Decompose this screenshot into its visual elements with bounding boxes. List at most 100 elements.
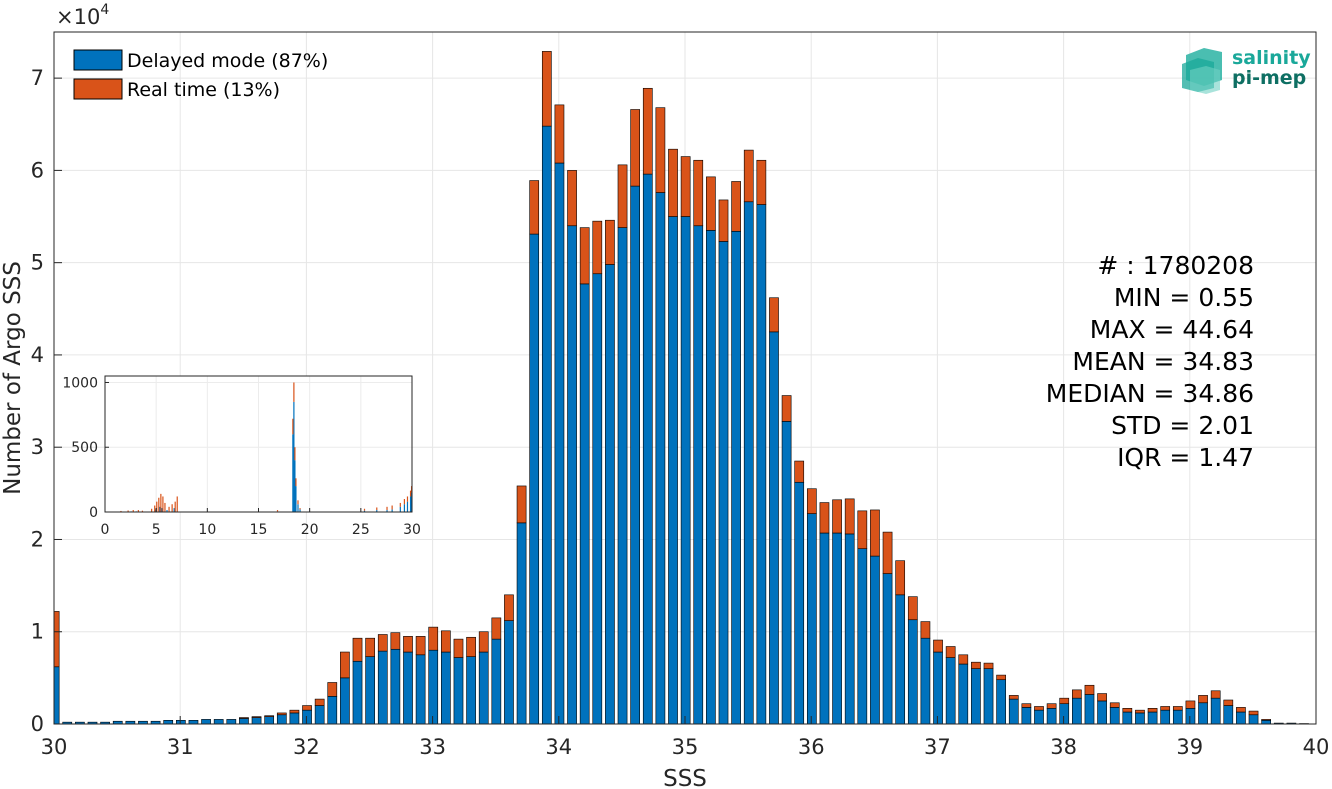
bar-real-time (794, 460, 805, 483)
inset-bar-real-time (162, 496, 164, 512)
bar-real-time (1223, 699, 1234, 706)
inset-x-tick-label: 15 (250, 522, 268, 538)
bar-delayed-mode (504, 620, 514, 725)
bar-delayed-mode (933, 651, 943, 725)
bar-delayed-mode (1059, 703, 1070, 725)
bars (53, 51, 1309, 725)
inset-bar-real-time (141, 510, 144, 512)
bar-real-time (428, 626, 439, 651)
bar-delayed-mode (718, 241, 729, 725)
inset-y-tick-label: 1000 (62, 375, 98, 391)
bar-delayed-mode (1236, 711, 1246, 725)
bar-delayed-mode (529, 233, 540, 725)
inset-bar-real-time (151, 508, 153, 512)
inset-bar-real-time (406, 496, 409, 502)
bar-delayed-mode (971, 668, 981, 725)
bar-delayed-mode (276, 714, 287, 725)
inset-bar-real-time (376, 507, 378, 511)
bar-delayed-mode (945, 657, 956, 725)
x-tick-label: 39 (1176, 735, 1203, 759)
bar-delayed-mode (958, 663, 969, 725)
bar-real-time (1210, 690, 1221, 699)
bar-real-time (996, 674, 1006, 681)
inset-x-tick-label: 30 (403, 522, 421, 538)
bar-real-time (706, 176, 716, 231)
inset-y-tick-label: 0 (89, 505, 98, 521)
x-tick-label: 35 (672, 735, 699, 759)
bar-real-time (415, 636, 426, 656)
bar-delayed-mode (390, 648, 401, 725)
bar-delayed-mode (1072, 697, 1082, 725)
bar-delayed-mode (693, 225, 704, 725)
bar-real-time (731, 181, 741, 232)
inset-bar-real-time (297, 500, 299, 505)
bar-real-time (1059, 697, 1070, 705)
bar-real-time (390, 632, 401, 650)
bar-delayed-mode (743, 201, 754, 725)
bar-delayed-mode (857, 548, 868, 725)
bar-delayed-mode (441, 651, 451, 725)
bar-real-time (1072, 689, 1082, 699)
bar-delayed-mode (466, 656, 476, 725)
inset-bar-delayed-mode (403, 504, 406, 512)
logo-text-pimep: pi-mep (1232, 67, 1306, 89)
bar-delayed-mode (819, 532, 830, 725)
bar-real-time (1046, 703, 1057, 709)
legend: Delayed mode (87%) Real time (13%) (73, 49, 328, 101)
bar-real-time (1109, 702, 1120, 708)
bar-delayed-mode (870, 555, 880, 725)
inset-bar-real-time (171, 504, 173, 512)
bar-real-time (844, 498, 855, 535)
bar-real-time (491, 617, 502, 640)
bar-delayed-mode (302, 709, 312, 725)
bar-real-time (289, 709, 300, 714)
y-tick-label: 4 (31, 343, 44, 367)
bar-delayed-mode (1097, 700, 1107, 725)
inset-bar-real-time (399, 502, 401, 507)
bar-real-time (693, 159, 704, 227)
bar-real-time (579, 227, 590, 285)
bar-delayed-mode (1084, 694, 1095, 725)
y-tick-label: 0 (31, 712, 44, 736)
bar-real-time (302, 705, 312, 711)
inset-bar-real-time (293, 382, 295, 402)
bar-real-time (327, 682, 338, 697)
inset-bar-real-time (132, 510, 134, 512)
bar-real-time (1135, 709, 1145, 714)
bar-delayed-mode (907, 619, 918, 725)
bar-delayed-mode (605, 264, 615, 725)
y-axis-multiplier: ×104 (56, 2, 109, 29)
inset-x-tick-label: 25 (352, 522, 370, 538)
inset-bar-delayed-mode (295, 486, 297, 512)
bar-real-time (718, 199, 729, 242)
bar-delayed-mode (756, 204, 767, 725)
inset-y-tick-label: 500 (71, 440, 98, 456)
bar-real-time (441, 630, 451, 653)
bar-real-time (642, 87, 653, 175)
bar-delayed-mode (806, 513, 817, 725)
bar-delayed-mode (415, 654, 426, 725)
bar-real-time (516, 485, 527, 524)
legend-swatch-realtime (73, 78, 123, 100)
x-tick-label: 32 (293, 735, 320, 759)
bar-delayed-mode (239, 718, 249, 725)
y-tick-label: 2 (31, 527, 44, 551)
bar-delayed-mode (453, 657, 464, 725)
bar-real-time (895, 560, 906, 596)
bar-delayed-mode (516, 522, 527, 725)
bar-real-time (478, 631, 489, 653)
stats-line: MEAN = 34.83 (1072, 347, 1254, 376)
bar-delayed-mode (1185, 708, 1196, 725)
inset-bar-delayed-mode (386, 510, 388, 512)
bar-delayed-mode (327, 696, 338, 725)
inset-bar-delayed-mode (293, 401, 295, 512)
stats-line: IQR = 1.47 (1117, 443, 1254, 472)
bar-real-time (920, 621, 931, 639)
bar-real-time (1248, 710, 1259, 716)
bar-delayed-mode (163, 720, 174, 725)
bar-real-time (453, 638, 464, 658)
inset-bar-delayed-mode (376, 510, 378, 512)
inset-bar-delayed-mode (409, 496, 412, 512)
bar-real-time (857, 510, 868, 549)
inset-bar-real-time (168, 506, 170, 512)
